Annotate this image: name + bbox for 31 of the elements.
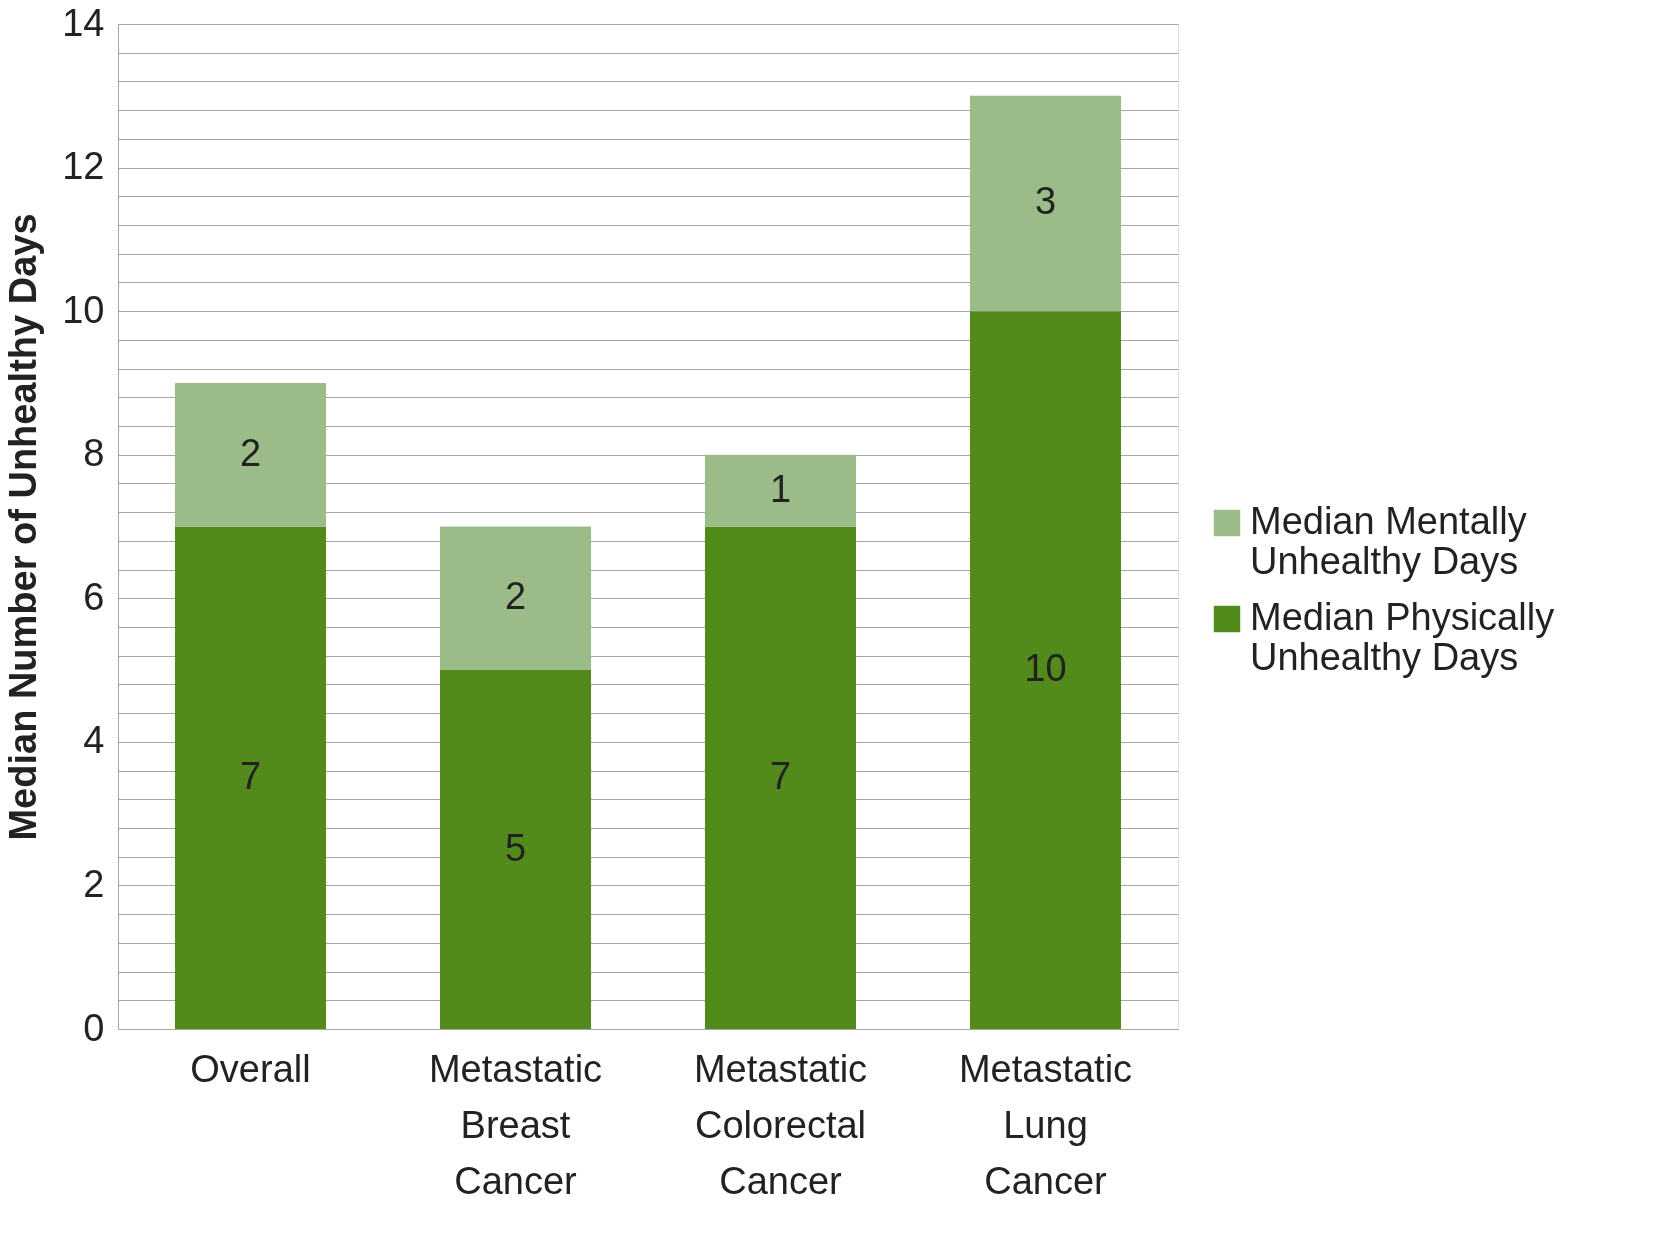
data-label: 7 [239, 754, 262, 797]
data-label: 2 [239, 431, 262, 474]
bar [439, 526, 592, 671]
bar [174, 382, 327, 527]
data-label: 10 [1024, 647, 1067, 690]
x-tick-label: Metastatic Lung Cancer [958, 1047, 1133, 1202]
data-label: 7 [769, 754, 792, 797]
bar [704, 526, 857, 1029]
data-label: 5 [504, 826, 527, 869]
y-tick-label: 14 [62, 1, 105, 44]
bar [439, 670, 592, 1029]
data-label: 3 [1034, 180, 1057, 223]
bar [969, 95, 1122, 312]
y-tick-label: 8 [83, 432, 105, 475]
legend-label: Median Mentally Unhealthy Days [1250, 500, 1527, 582]
bar [969, 311, 1122, 1029]
legend-label: Median Physically Unhealthy Days [1250, 596, 1555, 678]
y-tick-label: 6 [83, 575, 105, 618]
bar [174, 526, 327, 1029]
y-tick-label: 2 [83, 862, 105, 905]
x-tick-label: Metastatic Breast Cancer [428, 1047, 603, 1202]
y-axis-title: Median Number of Unhealthy Days [2, 213, 45, 841]
y-tick-label: 4 [83, 719, 105, 762]
y-tick-label: 10 [62, 288, 105, 331]
y-tick-label: 0 [83, 1006, 105, 1049]
x-tick-label: Overall [190, 1047, 311, 1090]
bar [704, 454, 857, 527]
data-label: 2 [504, 575, 527, 618]
x-tick-label: Metastatic Colorectal Cancer [693, 1047, 868, 1202]
y-tick-label: 12 [62, 145, 105, 188]
data-label: 1 [769, 467, 792, 510]
